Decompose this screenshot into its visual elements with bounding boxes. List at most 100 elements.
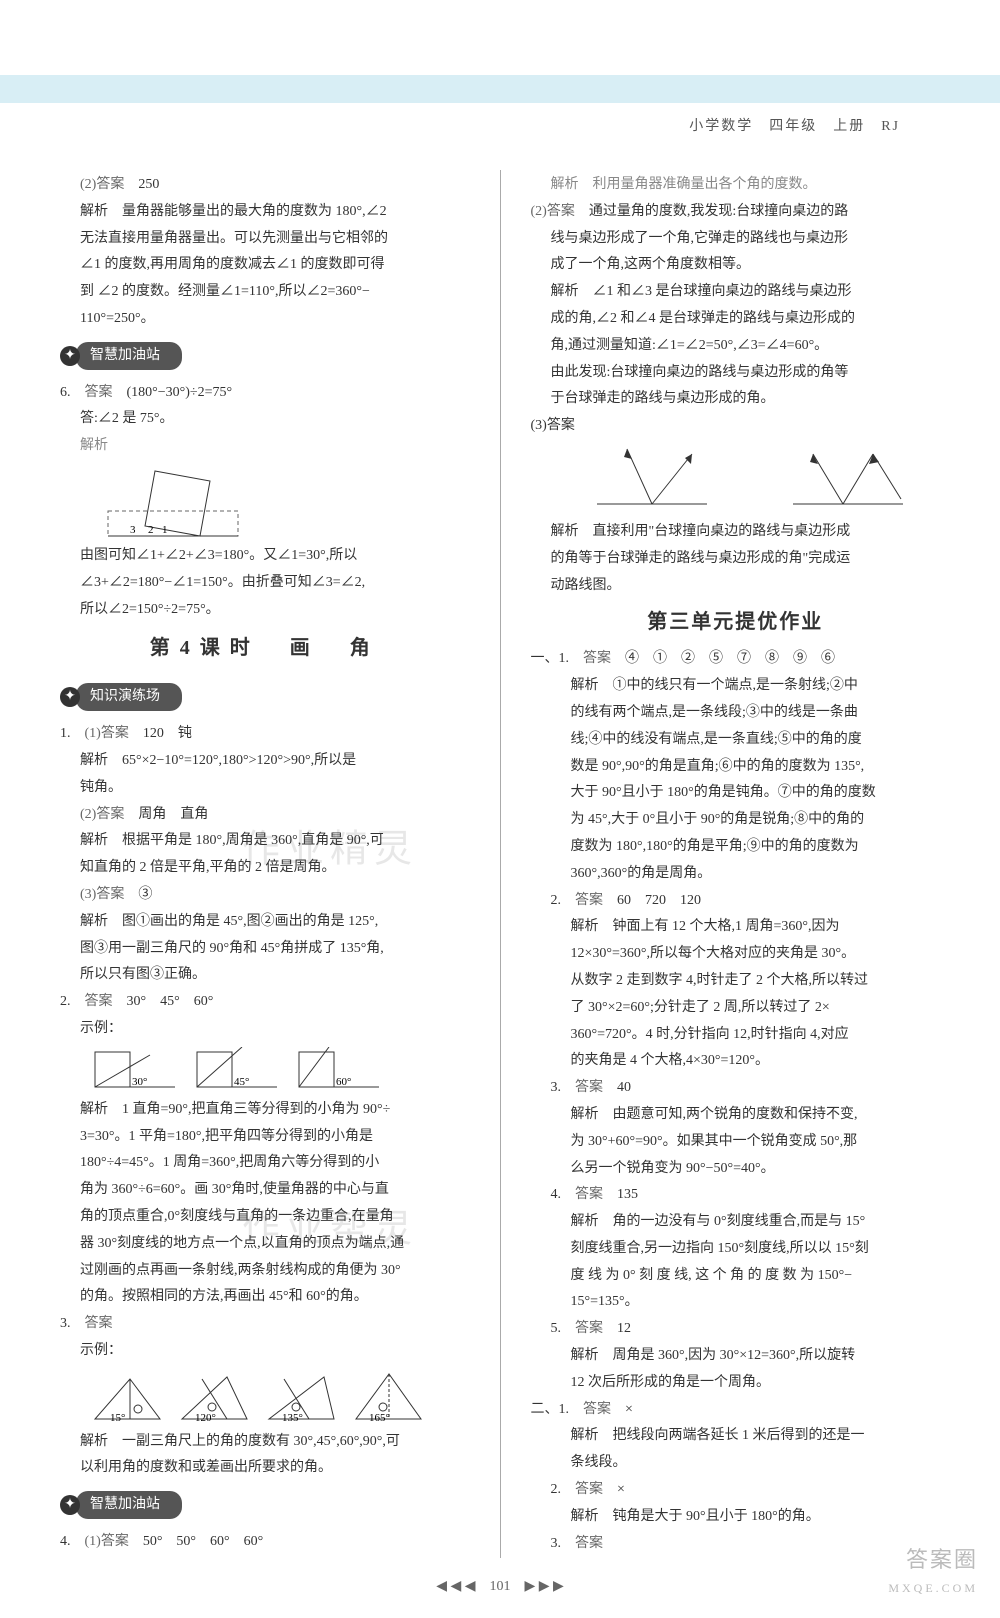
q-number: 2. [551, 893, 562, 908]
jiexi-line: 12×30°=360°,所以每个大格对应的夹角是 30°。 [531, 942, 941, 966]
jiexi-line: 解析 利用量角器准确量出各个角的度数。 [531, 173, 941, 197]
answer-text: 周角 直角 [138, 807, 208, 822]
jiexi-line: 解析 钟面上有 12 个大格,1 周角=360°,因为 [531, 915, 941, 939]
jiexi-line: 的角。按照相同的方法,再画出 45°和 60°的角。 [60, 1285, 470, 1309]
question-line: 3. 答案 [531, 1532, 941, 1556]
answer-label: 答案 [575, 1321, 603, 1336]
q-number: 5. [551, 1321, 562, 1336]
jiexi-line: 为 45°,大于 0°且小于 90°的角是锐角;⑧中的角的 [531, 808, 941, 832]
jiexi-line: 到 ∠2 的度数。经测量∠1=110°,所以∠2=360°− [60, 280, 470, 304]
jiexi-line: 大于 90°且小于 180°的角是钝角。⑦中的角的度数 [531, 781, 941, 805]
answer-label: (3)答案 [80, 887, 124, 902]
brand-text: 答案圈 [888, 1541, 978, 1578]
left-column: (2)答案 250 解析 量角器能够量出的最大角的度数为 180°,∠2 无法直… [60, 170, 470, 1558]
answer-label: (3)答案 [531, 414, 941, 438]
jiexi-line: 角的顶点重合,0°刻度线与直角的一条边重合,在量角 [60, 1205, 470, 1229]
jiexi-line: 解析 由题意可知,两个锐角的度数和保持不变, [531, 1103, 941, 1127]
question-line: 2. 答案 30° 45° 60° [60, 990, 470, 1014]
question-line: 5. 答案 12 [531, 1317, 941, 1341]
jiexi-line: 么另一个锐角变为 90°−50°=40°。 [531, 1157, 941, 1181]
question-line: 3. 答案 [60, 1312, 470, 1336]
answer-line: 成了一个角,这两个角度数相等。 [531, 253, 941, 277]
question-line: 2. 答案 × [531, 1478, 941, 1502]
answer-label: (2)答案 [80, 177, 124, 192]
q-number: 4. [60, 1534, 71, 1549]
jiexi-line: 由此发现:台球撞向桌边的路线与桌边形成的角等 [531, 361, 941, 385]
answer-text: 135 [617, 1187, 638, 1202]
question-line: 2. 答案 60 720 120 [531, 889, 941, 913]
question-line: 3. 答案 40 [531, 1076, 941, 1100]
chip-label: 智慧加油站 [76, 1491, 182, 1519]
jiexi-line: 180°÷4=45°。1 周角=360°,把周角六等分得到的小 [60, 1151, 470, 1175]
q-number: 2. [551, 1482, 562, 1497]
jiexi-line: 器 30°刻度线的地方点一个点,以直角的顶点为端点,通 [60, 1232, 470, 1256]
jiexi-line: 的线有两个端点,是一条线段;③中的线是一条曲 [531, 701, 941, 725]
q-number: 3. [551, 1536, 562, 1551]
angle-diagrams: 30° 45° 60° [90, 1047, 470, 1092]
jiexi-line: 度 线 为 0° 刻 度 线, 这 个 角 的 度 数 为 150°− [531, 1264, 941, 1288]
angle-label: 30° [132, 1076, 147, 1088]
billiard-diagrams [561, 444, 941, 514]
jiexi-line: 过刚画的点再画一条射线,两条射线构成的角便为 30° [60, 1259, 470, 1283]
jiexi-line: 无法直接用量角器量出。可以先测量出与它相邻的 [60, 227, 470, 251]
lesson-title: 第4课时 画 角 [60, 631, 470, 665]
jiexi-line: 360°,360°的角是周角。 [531, 862, 941, 886]
question-line: 1. (1)答案 120 钝 [60, 722, 470, 746]
header-text: 小学数学 四年级 上册 RJ [689, 115, 900, 139]
jiexi-line: 解析 钝角是大于 90°且小于 180°的角。 [531, 1505, 941, 1529]
section-chip: ✦ 智慧加油站 [60, 1491, 182, 1519]
q-number: 二、1. [531, 1402, 570, 1417]
answer-label: (2)答案 [531, 204, 575, 219]
jiexi-line: 的角等于台球弹走的路线与桌边形成的角"完成运 [531, 547, 941, 571]
answer-label: 答案 [583, 1402, 611, 1417]
answer-label: 答案 [85, 385, 113, 400]
jiexi-line: 所以∠2=150°÷2=75°。 [60, 598, 470, 622]
answer-text: ④ ① ② ⑤ ⑦ ⑧ ⑨ ⑥ [625, 651, 835, 666]
answer-line: (2)答案 通过量角的度数,我发现:台球撞向桌边的路 [531, 200, 941, 224]
answer-label: 答案 [85, 1316, 113, 1331]
angle-label: 15° [110, 1412, 125, 1424]
answer-line: (3)答案 ③ [60, 883, 470, 907]
unit-title: 第三单元提优作业 [531, 605, 941, 639]
answer-text: ③ [138, 887, 152, 902]
angle-label: 165° [369, 1412, 390, 1424]
answer-label: 答案 [575, 1536, 603, 1551]
section-chip: ✦ 智慧加油站 [60, 342, 182, 370]
jiexi-line: 解析 量角器能够量出的最大角的度数为 180°,∠2 [60, 200, 470, 224]
answer-label: 答案 [575, 1080, 603, 1095]
jiexi-line: 110°=250°。 [60, 307, 470, 331]
answer-text: × [625, 1402, 633, 1417]
q-number: 4. [551, 1187, 562, 1202]
answer-text: 250 [138, 177, 159, 192]
jiexi-line: 为 30°+60°=90°。如果其中一个锐角变成 50°,那 [531, 1130, 941, 1154]
question-line: 二、1. 答案 × [531, 1398, 941, 1422]
chip-label: 智慧加油站 [76, 342, 182, 370]
svg-text:1: 1 [162, 524, 168, 536]
angle-label: 120° [195, 1412, 216, 1424]
answer-text: × [617, 1482, 625, 1497]
footer-brand: 答案圈 MXQE.COM [888, 1541, 978, 1599]
question-line: 4. (1)答案 50° 50° 60° 60° [60, 1530, 470, 1554]
jiexi-line: 刻度线重合,另一边指向 150°刻度线,所以以 15°刻 [531, 1237, 941, 1261]
example-label: 示例： [60, 1339, 470, 1363]
q-number: 3. [551, 1080, 562, 1095]
jiexi-line: 解析 角的一边没有与 0°刻度线重合,而是与 15° [531, 1210, 941, 1234]
q-number: 6. [60, 385, 71, 400]
angle-label: 135° [282, 1412, 303, 1424]
brand-url: MXQE.COM [888, 1578, 978, 1598]
jiexi-line: 解析 一副三角尺上的角的度数有 30°,45°,60°,90°,可 [60, 1430, 470, 1454]
jiexi-line: 解析 65°×2−10°=120°,180°>120°>90°,所以是 [60, 749, 470, 773]
jiexi-line: 3=30°。1 平角=180°,把平角四等分得到的小角是 [60, 1125, 470, 1149]
jiexi-line: 知直角的 2 倍是平角,平角的 2 倍是周角。 [60, 856, 470, 880]
column-divider [500, 170, 501, 1558]
answer-text: 50° 50° 60° 60° [143, 1534, 263, 1549]
jiexi-line: 图③用一副三角尺的 90°角和 45°角拼成了 135°角, [60, 937, 470, 961]
header-bar [0, 75, 1000, 103]
jiexi-line: 12 次后所形成的角是一个周角。 [531, 1371, 941, 1395]
right-column: 解析 利用量角器准确量出各个角的度数。 (2)答案 通过量角的度数,我发现:台球… [531, 170, 941, 1558]
answer-line: (2)答案 250 [60, 173, 470, 197]
jiexi-line: 成的角,∠2 和∠4 是台球弹走的路线与桌边形成的 [531, 307, 941, 331]
q-number: 一、1. [531, 651, 570, 666]
answer-text: 30° 45° 60° [127, 994, 214, 1009]
jiexi-line: 解析 直接利用"台球撞向桌边的路线与桌边形成 [531, 520, 941, 544]
